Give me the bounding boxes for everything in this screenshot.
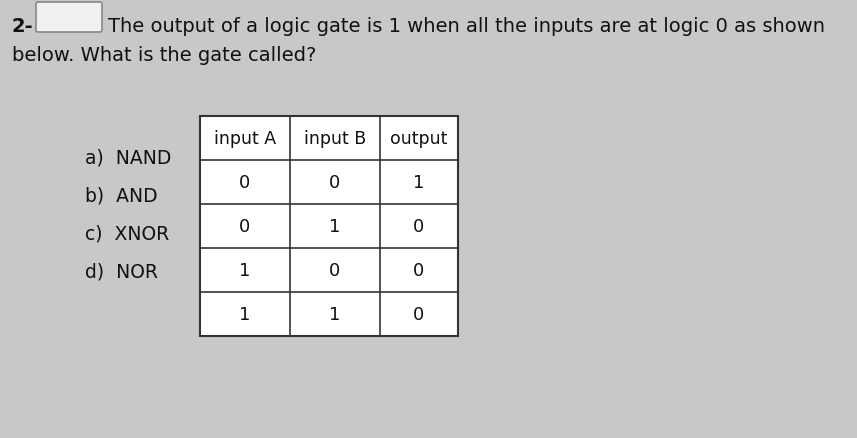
Text: 1: 1	[239, 305, 251, 323]
Text: 0: 0	[413, 218, 424, 236]
Text: 0: 0	[239, 173, 250, 191]
Text: d)  NOR: d) NOR	[85, 262, 158, 281]
FancyBboxPatch shape	[36, 3, 102, 33]
Text: b)  AND: b) AND	[85, 187, 158, 205]
Text: input B: input B	[304, 130, 366, 148]
Text: 2-: 2-	[12, 17, 33, 36]
Text: 1: 1	[329, 305, 341, 323]
Text: 1: 1	[329, 218, 341, 236]
Text: 0: 0	[413, 261, 424, 279]
Text: 0: 0	[329, 173, 340, 191]
Text: 0: 0	[413, 305, 424, 323]
Text: a)  NAND: a) NAND	[85, 148, 171, 168]
Text: 0: 0	[239, 218, 250, 236]
Text: c)  XNOR: c) XNOR	[85, 225, 169, 244]
Text: The output of a logic gate is 1 when all the inputs are at logic 0 as shown: The output of a logic gate is 1 when all…	[108, 17, 825, 36]
Text: output: output	[390, 130, 447, 148]
Text: input A: input A	[214, 130, 276, 148]
Text: below. What is the gate called?: below. What is the gate called?	[12, 46, 316, 65]
Text: 1: 1	[413, 173, 425, 191]
Text: 1: 1	[239, 261, 251, 279]
Text: 0: 0	[329, 261, 340, 279]
Bar	[200, 117, 458, 336]
